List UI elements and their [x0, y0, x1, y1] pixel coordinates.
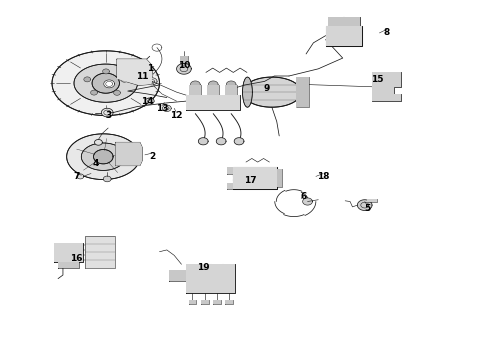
Polygon shape: [103, 176, 111, 182]
Polygon shape: [208, 81, 218, 88]
Polygon shape: [102, 69, 109, 74]
Polygon shape: [74, 64, 138, 102]
Polygon shape: [233, 167, 277, 189]
Polygon shape: [226, 81, 236, 88]
Polygon shape: [114, 90, 121, 95]
Polygon shape: [190, 85, 201, 95]
Polygon shape: [198, 138, 208, 145]
Polygon shape: [92, 73, 120, 93]
Text: 6: 6: [300, 192, 307, 201]
Polygon shape: [84, 77, 91, 82]
Polygon shape: [101, 108, 113, 117]
Polygon shape: [207, 85, 219, 95]
Polygon shape: [58, 262, 79, 268]
Polygon shape: [189, 300, 196, 304]
Text: 17: 17: [244, 176, 256, 185]
Polygon shape: [176, 63, 191, 74]
Polygon shape: [191, 81, 200, 88]
Polygon shape: [243, 77, 252, 107]
Polygon shape: [117, 59, 153, 85]
Polygon shape: [303, 198, 313, 205]
Polygon shape: [186, 264, 235, 293]
Text: 8: 8: [384, 28, 390, 37]
Text: 19: 19: [197, 264, 210, 273]
Polygon shape: [357, 200, 372, 211]
Polygon shape: [169, 270, 186, 282]
Polygon shape: [277, 169, 282, 187]
Text: 12: 12: [171, 111, 183, 120]
Text: 10: 10: [178, 61, 190, 70]
Polygon shape: [121, 77, 128, 82]
Polygon shape: [326, 26, 362, 45]
Polygon shape: [186, 95, 240, 110]
Text: 5: 5: [364, 204, 370, 213]
Text: 9: 9: [264, 84, 270, 93]
Text: 11: 11: [136, 72, 148, 81]
Polygon shape: [147, 78, 157, 85]
Polygon shape: [95, 139, 102, 145]
Polygon shape: [378, 77, 385, 82]
Polygon shape: [296, 77, 309, 107]
Text: 14: 14: [141, 96, 153, 105]
Polygon shape: [52, 51, 159, 116]
Polygon shape: [104, 80, 115, 88]
Polygon shape: [216, 138, 226, 145]
Text: 2: 2: [149, 152, 155, 161]
Text: 4: 4: [93, 159, 99, 168]
Polygon shape: [116, 142, 143, 166]
Polygon shape: [77, 174, 84, 179]
Polygon shape: [372, 72, 401, 101]
Polygon shape: [67, 134, 140, 180]
Polygon shape: [227, 183, 233, 189]
Polygon shape: [227, 167, 233, 174]
Polygon shape: [94, 149, 113, 164]
Text: 15: 15: [370, 75, 383, 84]
Polygon shape: [54, 243, 83, 262]
Polygon shape: [201, 300, 209, 304]
Text: 13: 13: [156, 104, 168, 113]
Polygon shape: [85, 235, 115, 268]
Polygon shape: [81, 143, 125, 170]
Polygon shape: [146, 98, 154, 104]
Polygon shape: [243, 77, 301, 107]
Text: 16: 16: [70, 255, 83, 264]
Polygon shape: [213, 300, 221, 304]
Polygon shape: [225, 300, 233, 304]
Text: 3: 3: [105, 111, 111, 120]
Polygon shape: [225, 85, 237, 95]
Text: 1: 1: [147, 64, 153, 73]
Polygon shape: [91, 90, 98, 95]
Polygon shape: [180, 56, 188, 63]
Polygon shape: [378, 91, 385, 96]
Polygon shape: [328, 17, 360, 26]
Text: 7: 7: [73, 172, 79, 181]
Polygon shape: [367, 199, 377, 202]
Polygon shape: [234, 138, 244, 145]
Polygon shape: [162, 105, 171, 112]
Text: 18: 18: [317, 172, 329, 181]
